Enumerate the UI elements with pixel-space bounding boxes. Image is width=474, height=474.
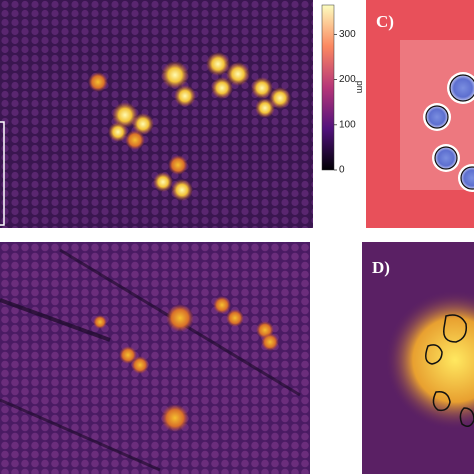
colorbar-tick-label: 300: [339, 29, 356, 40]
colorbar-tick-label: 0: [339, 165, 345, 176]
colorbar-label: pm: [355, 81, 365, 94]
image-d: D): [362, 242, 474, 474]
image-c: C): [366, 0, 474, 228]
colorbar: pm: [321, 4, 365, 171]
panel-label: C): [376, 12, 394, 31]
image-b: [0, 242, 310, 474]
colorbar-tick-label: 200: [339, 74, 356, 85]
colorbar-tick-label: 100: [339, 119, 356, 130]
image-a: [0, 0, 313, 228]
panel-label: D): [372, 258, 390, 277]
